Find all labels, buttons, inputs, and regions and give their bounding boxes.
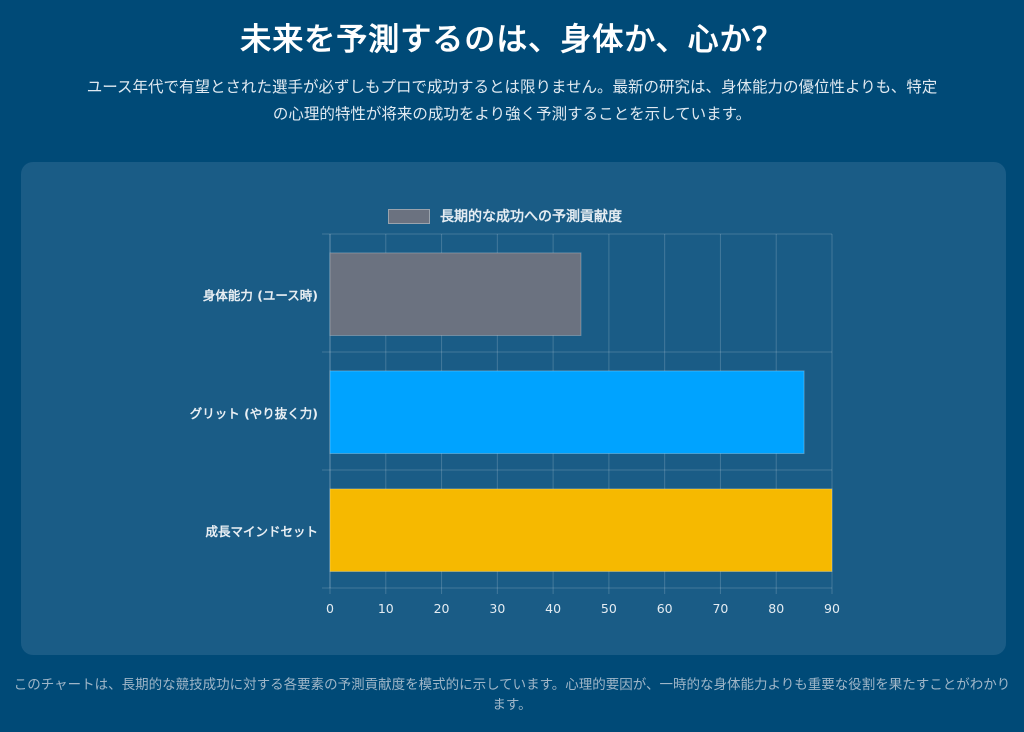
x-tick-label: 50	[601, 601, 617, 616]
legend-swatch	[388, 208, 430, 224]
category-label: 成長マインドセット	[205, 524, 318, 540]
x-tick-label: 70	[712, 601, 728, 616]
x-tick-label: 90	[824, 601, 840, 616]
chart-footnote: このチャートは、長期的な競技成功に対する各要素の予測貢献度を模式的に示しています…	[13, 677, 1011, 713]
x-tick-label: 10	[378, 601, 394, 616]
chart-legend[interactable]: 長期的な成功への予測貢献度	[388, 206, 622, 226]
bar-1[interactable]	[329, 370, 805, 454]
category-label: 身体能力 (ユース時)	[202, 288, 318, 304]
legend-label: 長期的な成功への予測貢献度	[440, 209, 622, 225]
x-tick-label: 0	[326, 601, 334, 616]
x-tick-label: 60	[657, 601, 673, 616]
x-tick-label: 30	[489, 601, 505, 616]
page-title: 未来を予測するのは、身体か、心か？	[240, 22, 784, 58]
chart-bars	[329, 252, 833, 572]
x-tick-label: 40	[545, 601, 561, 616]
x-tick-label: 20	[434, 601, 450, 616]
page-subtitle: ユース年代で有望とされた選手が必ずしもプロで成功するとは限りません。最新の研究は…	[86, 78, 938, 123]
category-label: グリット (やり抜く力)	[189, 406, 318, 422]
x-tick-label: 80	[768, 601, 784, 616]
bar-0[interactable]	[329, 252, 582, 336]
x-axis-ticks: 0 10 20 30 40 50 60 70 80 90	[326, 601, 840, 616]
bar-2[interactable]	[329, 488, 833, 572]
